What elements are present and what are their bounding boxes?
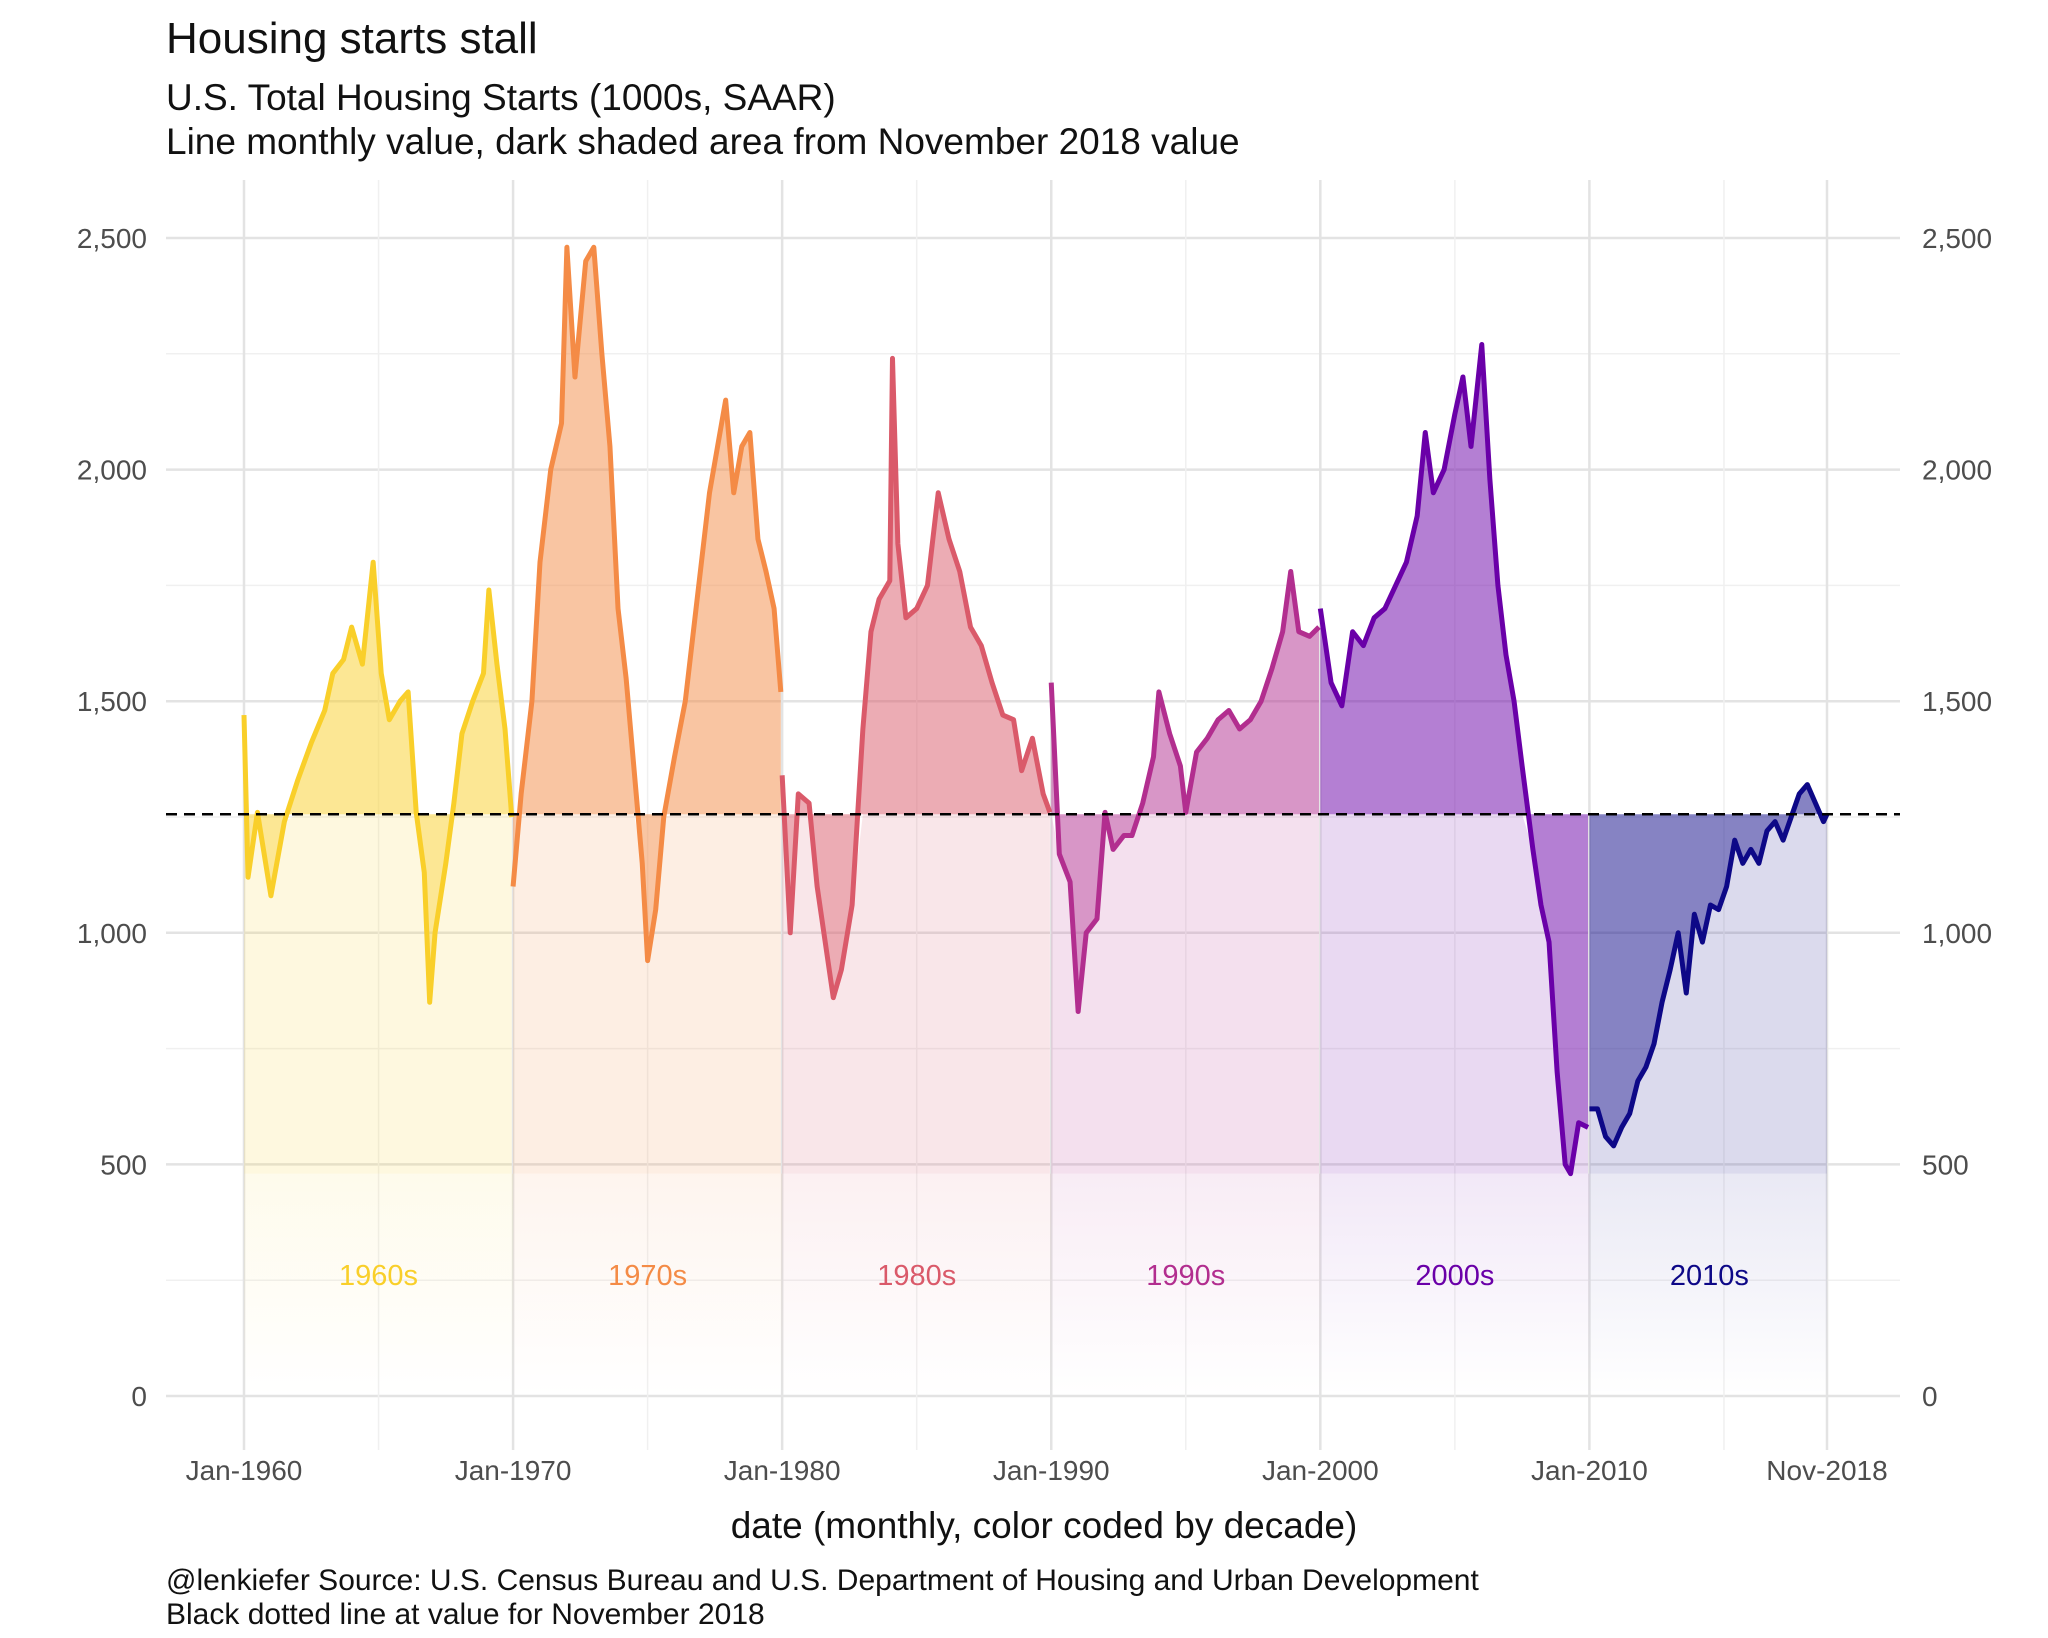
y-tick-left: 2,000: [77, 455, 147, 486]
y-tick-right: 2,000: [1922, 455, 1992, 486]
area-light-1970s: [513, 814, 781, 1174]
area-dark-1990s: [1051, 571, 1319, 1012]
area-dark-1980s: [782, 358, 1050, 998]
line-1960s: [241, 559, 515, 1005]
x-tick: Jan-1990: [993, 1455, 1110, 1486]
area-light-2010s: [1589, 814, 1827, 1174]
chart-subtitle: U.S. Total Housing Starts (1000s, SAAR) …: [166, 77, 1240, 162]
line-1990s: [1048, 569, 1321, 1015]
area-dark-1970s: [513, 247, 781, 961]
fade-1970s: [513, 1173, 783, 1396]
y-tick-right: 2,500: [1922, 223, 1992, 254]
decade-lines: [241, 244, 1830, 1177]
decade-label-1970s: 1970s: [608, 1260, 687, 1292]
decade-label-1980s: 1980s: [877, 1260, 956, 1292]
area-light-1980s: [782, 814, 1050, 1174]
y-axis-left: 0 500 1,000 1,500 2,000 2,500: [77, 223, 147, 1412]
line-1970s: [510, 244, 784, 964]
fade-1980s: [782, 1173, 1052, 1396]
y-axis-right: 0 500 1,000 1,500 2,000 2,500: [1922, 223, 1992, 1412]
line-1980s: [779, 355, 1053, 1001]
area-dark-2000s: [1320, 344, 1589, 1174]
x-tick: Jan-1970: [455, 1455, 572, 1486]
fade-1960s: [244, 1173, 514, 1396]
decade-label-1960s: 1960s: [339, 1260, 418, 1292]
x-tick: Jan-1960: [186, 1455, 303, 1486]
y-tick-right: 1,500: [1922, 686, 1992, 717]
decade-label-1990s: 1990s: [1146, 1260, 1225, 1292]
y-tick-right: 1,000: [1922, 918, 1992, 949]
fade-band: [244, 1173, 1827, 1396]
line-2010s: [1589, 782, 1830, 1149]
fade-2010s: [1589, 1173, 1827, 1396]
x-tick: Jan-2010: [1531, 1455, 1648, 1486]
x-tick: Nov-2018: [1766, 1455, 1887, 1486]
fade-1990s: [1051, 1173, 1321, 1396]
x-tick: Jan-1980: [724, 1455, 841, 1486]
y-tick-left: 1,500: [77, 686, 147, 717]
chart-title: Housing starts stall: [166, 14, 538, 63]
area-light-1990s: [1051, 814, 1319, 1174]
line-2000s: [1317, 342, 1590, 1177]
decade-label-2000s: 2000s: [1415, 1260, 1494, 1292]
x-axis-title: date (monthly, color coded by decade): [730, 1505, 1358, 1546]
y-tick-right: 500: [1922, 1149, 1969, 1180]
decade-labels: 1960s 1970s 1980s 1990s 2000s 2010s: [339, 1260, 1749, 1292]
chart-caption: @lenkiefer Source: U.S. Census Bureau an…: [166, 1564, 1479, 1631]
decade-areas: [244, 247, 1827, 1174]
y-tick-left: 2,500: [77, 223, 147, 254]
area-light-1960s: [244, 814, 512, 1174]
area-dark-1960s: [244, 562, 512, 1003]
decade-label-2010s: 2010s: [1670, 1260, 1749, 1292]
x-axis: Jan-1960 Jan-1970 Jan-1980 Jan-1990 Jan-2000…: [186, 1455, 1888, 1486]
y-tick-right: 0: [1922, 1381, 1938, 1412]
fade-2000s: [1320, 1173, 1590, 1396]
area-light-2000s: [1320, 814, 1589, 1174]
y-tick-left: 0: [131, 1381, 147, 1412]
y-tick-left: 1,000: [77, 918, 147, 949]
x-tick: Jan-2000: [1262, 1455, 1379, 1486]
y-tick-left: 500: [100, 1149, 147, 1180]
